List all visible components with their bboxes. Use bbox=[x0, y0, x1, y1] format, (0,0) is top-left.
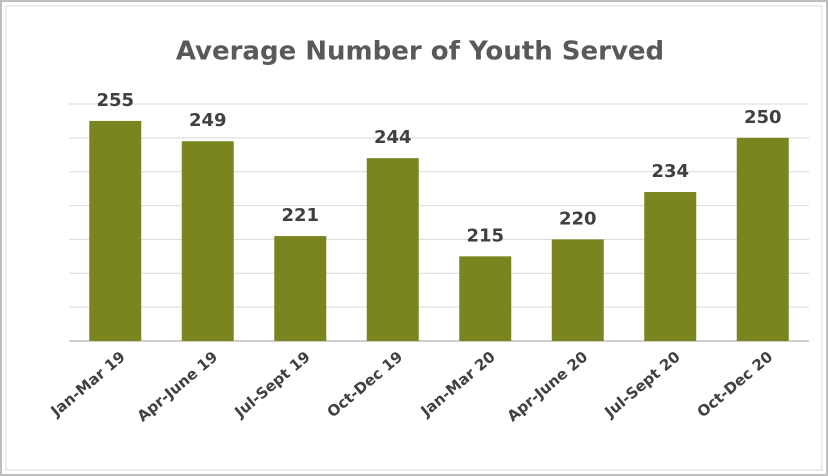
bar bbox=[551, 239, 604, 341]
bar bbox=[274, 236, 327, 341]
data-label: 234 bbox=[651, 161, 689, 182]
data-label: 215 bbox=[466, 225, 504, 246]
data-label: 250 bbox=[744, 107, 782, 128]
data-label: 221 bbox=[281, 205, 319, 226]
chart-inner-frame bbox=[5, 5, 823, 471]
bar bbox=[181, 141, 234, 341]
chart-title: Average Number of Youth Served bbox=[176, 37, 664, 67]
bar bbox=[366, 158, 419, 341]
data-label: 220 bbox=[559, 208, 597, 229]
data-label: 249 bbox=[189, 110, 227, 131]
bar bbox=[736, 137, 789, 341]
data-label: 244 bbox=[374, 127, 412, 148]
bar bbox=[89, 120, 142, 341]
data-label: 255 bbox=[96, 90, 134, 111]
bar bbox=[459, 256, 512, 341]
bar bbox=[644, 192, 697, 341]
